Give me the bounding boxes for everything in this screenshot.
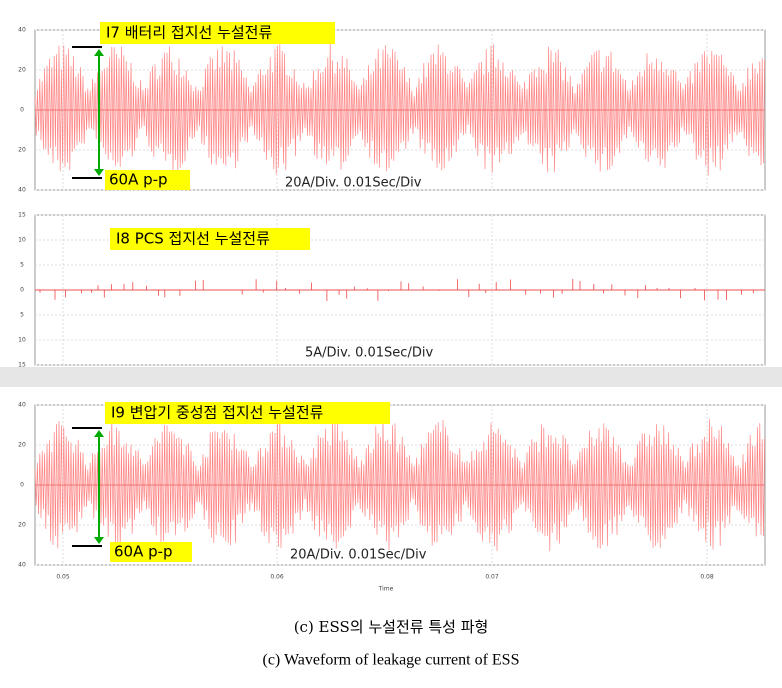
- y-tick-label: 20: [18, 67, 26, 74]
- y-tick-label: 0: [20, 107, 24, 114]
- separator-band: [0, 367, 782, 387]
- y-tick-label: 10: [18, 237, 26, 244]
- y-tick-label: 20: [18, 147, 26, 154]
- waveform: [34, 43, 765, 176]
- panel-label: I8 PCS 접지선 누설전류: [116, 230, 270, 248]
- scale-label: 20A/Div. 0.01Sec/Div: [290, 548, 427, 563]
- label-box: [100, 22, 335, 44]
- caption-english: (c) Waveform of leakage current of ESS: [263, 652, 520, 669]
- x-tick-label: 0.08: [700, 574, 714, 581]
- y-tick-label: 0: [20, 482, 24, 489]
- pp-label: 60A p-p: [114, 543, 173, 561]
- y-tick-label: 0: [20, 287, 24, 294]
- x-tick-label: 0.06: [270, 574, 284, 581]
- y-tick-label: 10: [18, 337, 26, 344]
- label-box: [110, 228, 310, 250]
- y-tick-label: 40: [18, 402, 26, 409]
- y-tick-label: 5: [20, 262, 24, 269]
- label-box: [105, 170, 190, 190]
- scale-label: 5A/Div. 0.01Sec/Div: [305, 346, 433, 361]
- y-tick-label: 40: [18, 562, 26, 569]
- y-tick-label: 15: [18, 212, 26, 219]
- panel-label: I9 변압기 중성점 접지선 누설전류: [111, 404, 324, 422]
- y-tick-label: 15: [18, 362, 26, 369]
- x-axis-title: Time: [378, 586, 394, 593]
- panel-label: I7 배터리 접지선 누설전류: [106, 24, 272, 42]
- y-tick-label: 40: [18, 27, 26, 34]
- x-tick-label: 0.05: [56, 574, 70, 581]
- y-tick-label: 40: [18, 187, 26, 194]
- label-box: [105, 402, 390, 424]
- x-tick-label: 0.07: [485, 574, 499, 581]
- label-box: [110, 542, 192, 562]
- y-tick-label: 20: [18, 522, 26, 529]
- y-tick-label: 20: [18, 442, 26, 449]
- y-tick-label: 5: [20, 312, 24, 319]
- pp-label: 60A p-p: [109, 171, 168, 189]
- scale-label: 20A/Div. 0.01Sec/Div: [285, 176, 422, 191]
- caption-korean: (c) ESS의 누설전류 특성 파형: [294, 618, 489, 636]
- waveform: [34, 418, 765, 552]
